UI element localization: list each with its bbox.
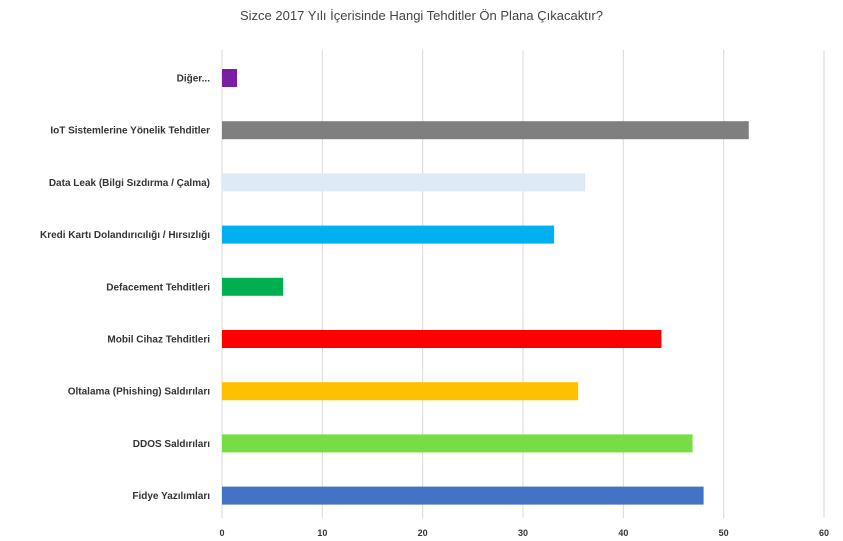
bar-4 bbox=[222, 225, 555, 244]
category-label-7: Oltalama (Phishing) Saldırıları bbox=[68, 387, 210, 398]
category-label-9: Fidye Yazılımları bbox=[132, 491, 210, 502]
category-label-2: IoT Sistemlerine Yönelik Tehditler bbox=[50, 126, 210, 137]
x-tick-label-30: 30 bbox=[518, 528, 528, 538]
category-label-1: Diğer... bbox=[177, 74, 211, 85]
bar-5 bbox=[222, 277, 284, 296]
x-tick-label-50: 50 bbox=[719, 528, 729, 538]
bar-7 bbox=[222, 382, 579, 401]
x-tick-label-40: 40 bbox=[618, 528, 628, 538]
x-tick-label-20: 20 bbox=[418, 528, 428, 538]
category-label-6: Mobil Cihaz Tehditleri bbox=[107, 335, 210, 346]
category-label-3: Data Leak (Bilgi Sızdırma / Çalma) bbox=[49, 178, 210, 189]
x-tick-label-10: 10 bbox=[317, 528, 327, 538]
chart-title: Sizce 2017 Yılı İçerisinde Hangi Tehditl… bbox=[240, 8, 603, 23]
x-tick-label-0: 0 bbox=[219, 528, 224, 538]
category-label-4: Kredi Kartı Dolandırıcılığı / Hırsızlığı bbox=[40, 230, 210, 241]
bar-2 bbox=[222, 121, 749, 140]
category-label-8: DDOS Saldırıları bbox=[133, 439, 210, 450]
bar-9 bbox=[222, 486, 704, 505]
bar-1 bbox=[222, 69, 238, 87]
x-tick-label-60: 60 bbox=[819, 528, 829, 538]
bar-8 bbox=[222, 434, 693, 453]
bar-6 bbox=[222, 330, 662, 348]
category-label-5: Defacement Tehditleri bbox=[106, 282, 210, 293]
bar-3 bbox=[222, 173, 586, 192]
